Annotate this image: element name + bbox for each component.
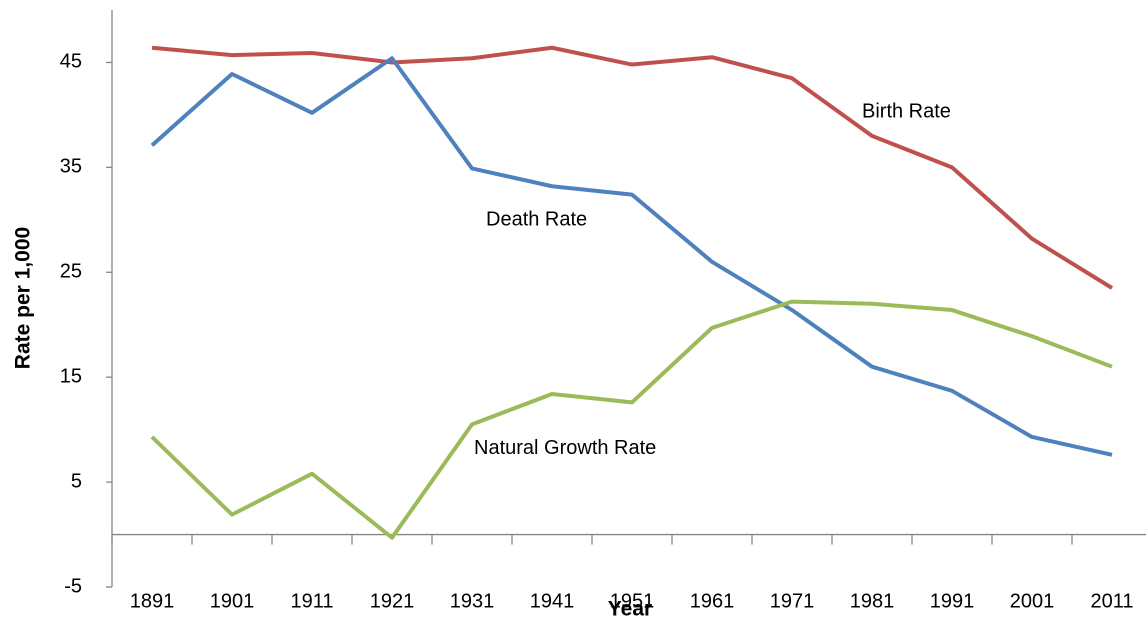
x-tick-label: 2011 (1090, 590, 1133, 612)
x-tick-label: 1901 (210, 590, 255, 612)
series-label: Death Rate (486, 208, 587, 230)
series-line (150, 299, 1113, 540)
y-tick-label: 15 (60, 365, 82, 387)
series-line (151, 45, 1114, 290)
x-tick-label: 1941 (530, 590, 575, 612)
y-tick-label: 5 (71, 470, 82, 492)
x-tick-label: 1971 (770, 590, 815, 612)
x-tick-label: 1891 (130, 590, 175, 612)
x-tick-label: 1921 (370, 590, 415, 612)
y-tick-label: 35 (60, 156, 82, 178)
y-axis-title: Rate per 1,000 (12, 227, 35, 369)
series-line (150, 56, 1113, 457)
y-tick-label: 25 (60, 261, 82, 283)
x-tick-label: 1961 (690, 590, 735, 612)
x-tick-label: 1931 (450, 590, 495, 612)
y-tick-label: 45 (60, 51, 82, 73)
x-tick-label: 1991 (930, 590, 975, 612)
x-tick-label: 1951 (610, 590, 655, 612)
x-axis-title: Year (608, 598, 652, 621)
y-tick-label: -5 (64, 575, 82, 597)
x-tick-label: 1981 (850, 590, 895, 612)
x-tick-label: 1911 (290, 590, 333, 612)
series-label: Natural Growth Rate (474, 437, 657, 459)
series-label: Birth Rate (862, 100, 951, 122)
x-tick-label: 2001 (1010, 590, 1055, 612)
